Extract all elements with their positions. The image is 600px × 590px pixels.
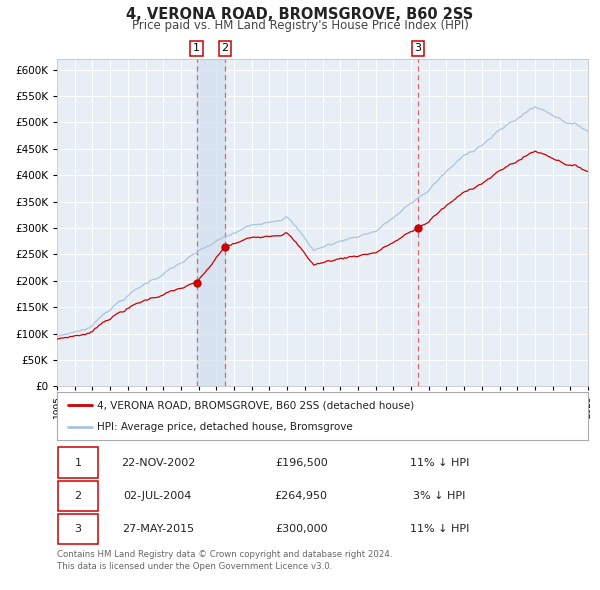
Text: 1: 1: [193, 44, 200, 54]
Text: 11% ↓ HPI: 11% ↓ HPI: [410, 524, 469, 534]
FancyBboxPatch shape: [58, 514, 98, 544]
Text: 1: 1: [74, 457, 82, 467]
Text: 11% ↓ HPI: 11% ↓ HPI: [410, 457, 469, 467]
Text: Contains HM Land Registry data © Crown copyright and database right 2024.
This d: Contains HM Land Registry data © Crown c…: [57, 550, 392, 571]
Text: 22-NOV-2002: 22-NOV-2002: [121, 457, 195, 467]
Text: 2: 2: [74, 491, 82, 500]
Text: 4, VERONA ROAD, BROMSGROVE, B60 2SS (detached house): 4, VERONA ROAD, BROMSGROVE, B60 2SS (det…: [97, 400, 414, 410]
Text: £264,950: £264,950: [275, 491, 328, 500]
Text: 2: 2: [221, 44, 229, 54]
Bar: [197, 59, 225, 386]
Text: 3% ↓ HPI: 3% ↓ HPI: [413, 491, 466, 500]
FancyBboxPatch shape: [58, 447, 98, 477]
Text: £300,000: £300,000: [275, 524, 328, 534]
Text: 4, VERONA ROAD, BROMSGROVE, B60 2SS: 4, VERONA ROAD, BROMSGROVE, B60 2SS: [127, 7, 473, 22]
Text: 27-MAY-2015: 27-MAY-2015: [122, 524, 194, 534]
FancyBboxPatch shape: [58, 480, 98, 510]
Text: 02-JUL-2004: 02-JUL-2004: [124, 491, 192, 500]
Text: £196,500: £196,500: [275, 457, 328, 467]
Text: 3: 3: [74, 524, 82, 534]
Text: Price paid vs. HM Land Registry's House Price Index (HPI): Price paid vs. HM Land Registry's House …: [131, 19, 469, 32]
Text: HPI: Average price, detached house, Bromsgrove: HPI: Average price, detached house, Brom…: [97, 422, 353, 432]
Text: 3: 3: [415, 44, 422, 54]
